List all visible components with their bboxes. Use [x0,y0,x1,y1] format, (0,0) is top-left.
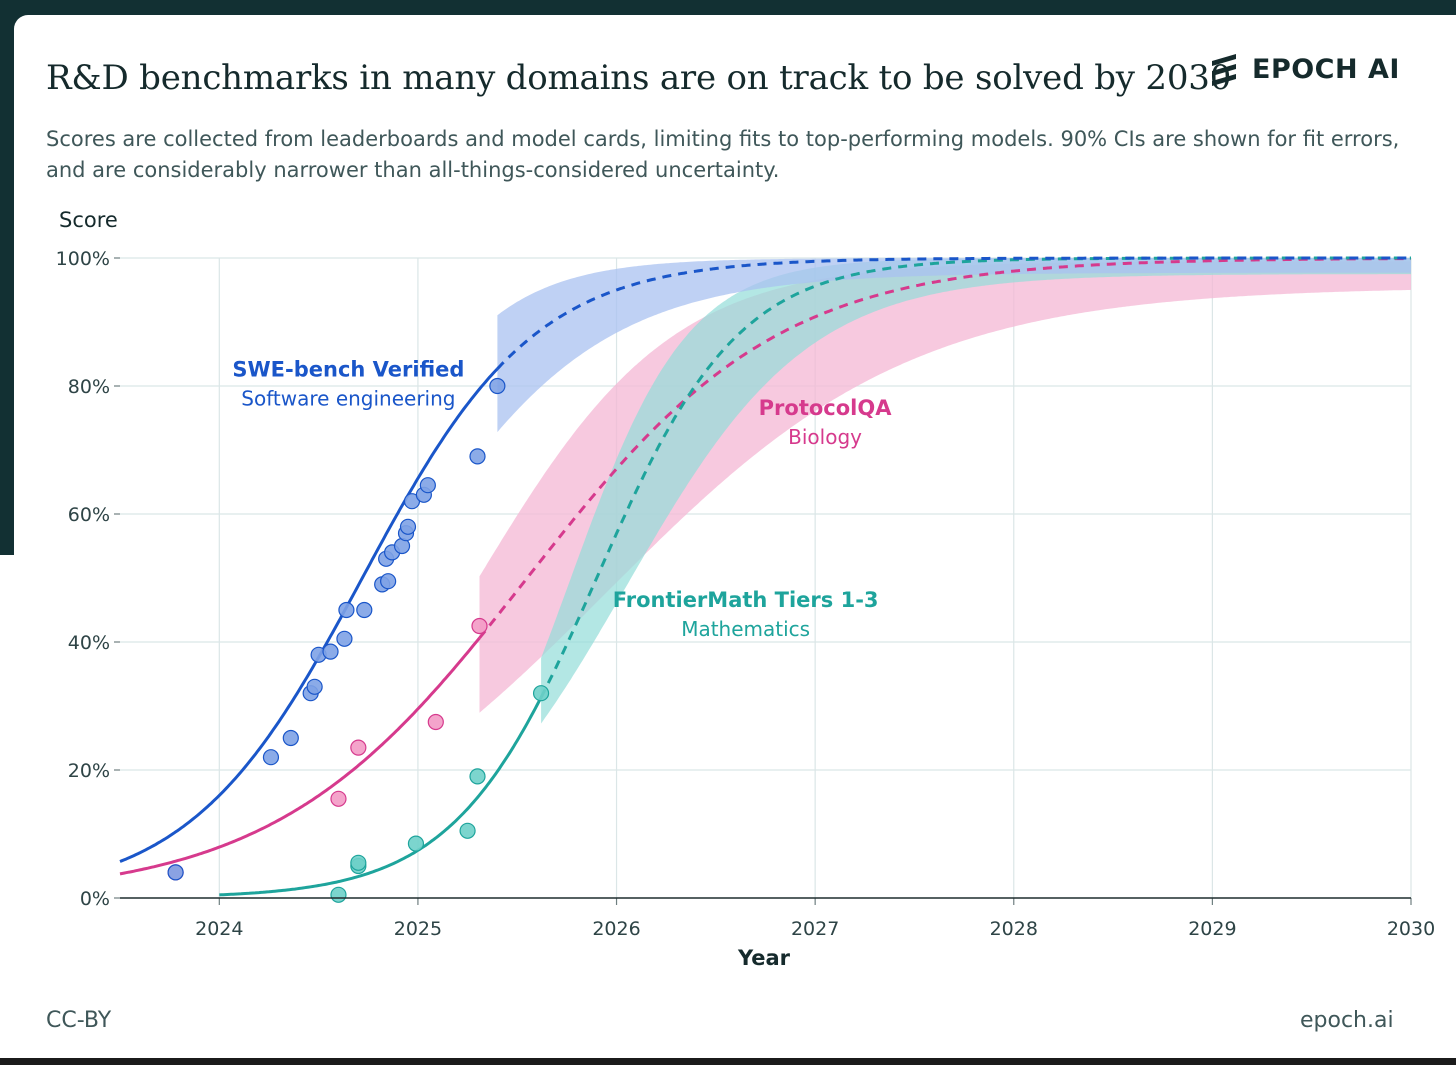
swe-data-point [380,573,397,590]
data-points [167,377,550,903]
swe-fit-line [119,367,499,863]
protocol-data-point [427,713,444,731]
swe-data-point [306,678,323,695]
frontier-projection-line [539,256,1411,699]
grid-lines [120,257,1412,898]
swe-ci-band [497,258,1411,433]
license-label: CC-BY [46,1008,112,1033]
y-tick-label: 20% [68,760,110,782]
frontier-fit-line [219,696,543,897]
frontier-ci-band [541,258,1411,724]
swe-data-point [282,729,299,747]
protocol-data-point [471,617,488,635]
protocol-data-point [330,790,347,807]
frontier-series-domain: Mathematics [681,617,810,641]
swe-series-name: SWE-bench Verified [232,357,464,381]
x-tick-label: 2025 [394,918,442,940]
y-axis-label: Score [59,208,118,232]
y-tick-label: 60% [68,504,110,526]
x-tick-label: 2026 [592,918,640,940]
fit-lines [119,256,1411,897]
axes: 0% 20% 40% 60% 80% 100% 2024 2025 2026 2027 2028 20… [56,248,1436,940]
frontier-data-point [350,854,367,871]
x-tick-label: 2028 [990,918,1038,940]
backdrop-strip [0,555,14,1065]
confidence-bands [479,258,1411,724]
epoch-stripes-icon [1212,54,1236,86]
frontier-data-point [330,886,347,903]
swe-projection-line [496,256,1411,370]
x-axis-label: Year [737,946,791,970]
y-tick-label: 100% [56,248,110,270]
logo-text: EPOCH AI [1252,53,1400,85]
frontier-series-name: FrontierMath Tiers 1-3 [613,588,879,612]
protocol-fit-line [119,637,481,876]
x-tick-label: 2029 [1188,918,1236,940]
chart-subtitle: Scores are collected from leaderboards a… [46,127,1400,182]
x-tick-label: 2024 [195,918,243,940]
swe-data-point [399,518,417,535]
protocol-data-point [350,739,367,756]
epoch-logo[interactable]: EPOCH AI [1208,52,1400,86]
chart-card [14,15,1456,1058]
protocol-series-domain: Biology [788,425,862,449]
protocol-series-name: ProtocolQA [759,396,893,420]
frontier-data-point [407,835,425,852]
y-tick-label: 0% [80,888,110,910]
frontier-data-point [459,822,476,839]
swe-data-point [356,601,373,619]
frontier-data-point [469,768,486,785]
window-bottom-edge [0,1058,1456,1065]
x-tick-label: 2027 [791,918,839,940]
chart-title: R&D benchmarks in many domains are on tr… [46,58,1232,98]
swe-data-point [336,630,353,647]
protocol-projection-line [478,257,1411,639]
swe-data-point [322,643,339,660]
y-tick-label: 40% [68,632,110,654]
x-tick-label: 2030 [1387,918,1435,940]
swe-data-point [489,377,506,395]
site-link[interactable]: epoch.ai [1300,1008,1394,1033]
swe-series-domain: Software engineering [241,386,455,410]
y-tick-label: 80% [68,376,110,398]
series-labels: SWE-bench Verified Software engineering Pr… [232,357,892,640]
swe-data-point [338,601,355,619]
swe-data-point [469,448,486,465]
swe-data-point [167,864,184,881]
swe-data-point [262,749,280,766]
frontier-data-point [532,685,550,702]
swe-data-point [419,477,436,494]
